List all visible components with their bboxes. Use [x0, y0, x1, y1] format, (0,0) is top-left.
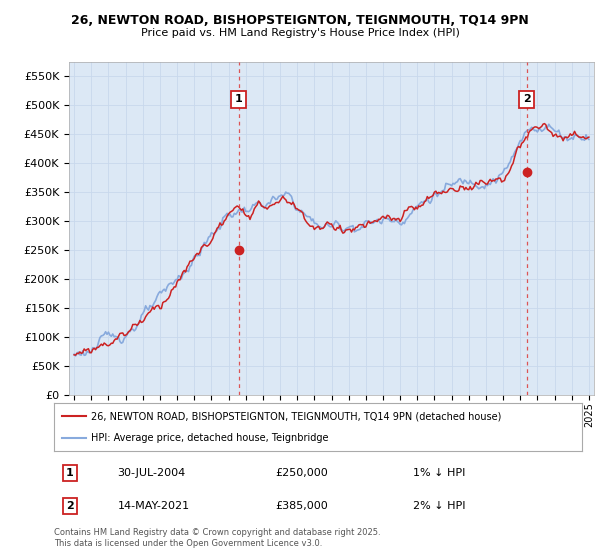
Text: Price paid vs. HM Land Registry's House Price Index (HPI): Price paid vs. HM Land Registry's House … — [140, 28, 460, 38]
Text: 30-JUL-2004: 30-JUL-2004 — [118, 468, 185, 478]
Text: Contains HM Land Registry data © Crown copyright and database right 2025.
This d: Contains HM Land Registry data © Crown c… — [54, 528, 380, 548]
Text: 26, NEWTON ROAD, BISHOPSTEIGNTON, TEIGNMOUTH, TQ14 9PN: 26, NEWTON ROAD, BISHOPSTEIGNTON, TEIGNM… — [71, 14, 529, 27]
Text: 1: 1 — [66, 468, 74, 478]
Text: HPI: Average price, detached house, Teignbridge: HPI: Average price, detached house, Teig… — [91, 433, 328, 443]
Text: 2: 2 — [523, 94, 530, 104]
Text: £385,000: £385,000 — [276, 501, 329, 511]
Text: 26, NEWTON ROAD, BISHOPSTEIGNTON, TEIGNMOUTH, TQ14 9PN (detached house): 26, NEWTON ROAD, BISHOPSTEIGNTON, TEIGNM… — [91, 411, 502, 421]
Text: 2% ↓ HPI: 2% ↓ HPI — [413, 501, 466, 511]
Text: 2: 2 — [66, 501, 74, 511]
Text: £250,000: £250,000 — [276, 468, 329, 478]
Text: 1: 1 — [235, 94, 242, 104]
Text: 14-MAY-2021: 14-MAY-2021 — [118, 501, 190, 511]
Text: 1% ↓ HPI: 1% ↓ HPI — [413, 468, 466, 478]
